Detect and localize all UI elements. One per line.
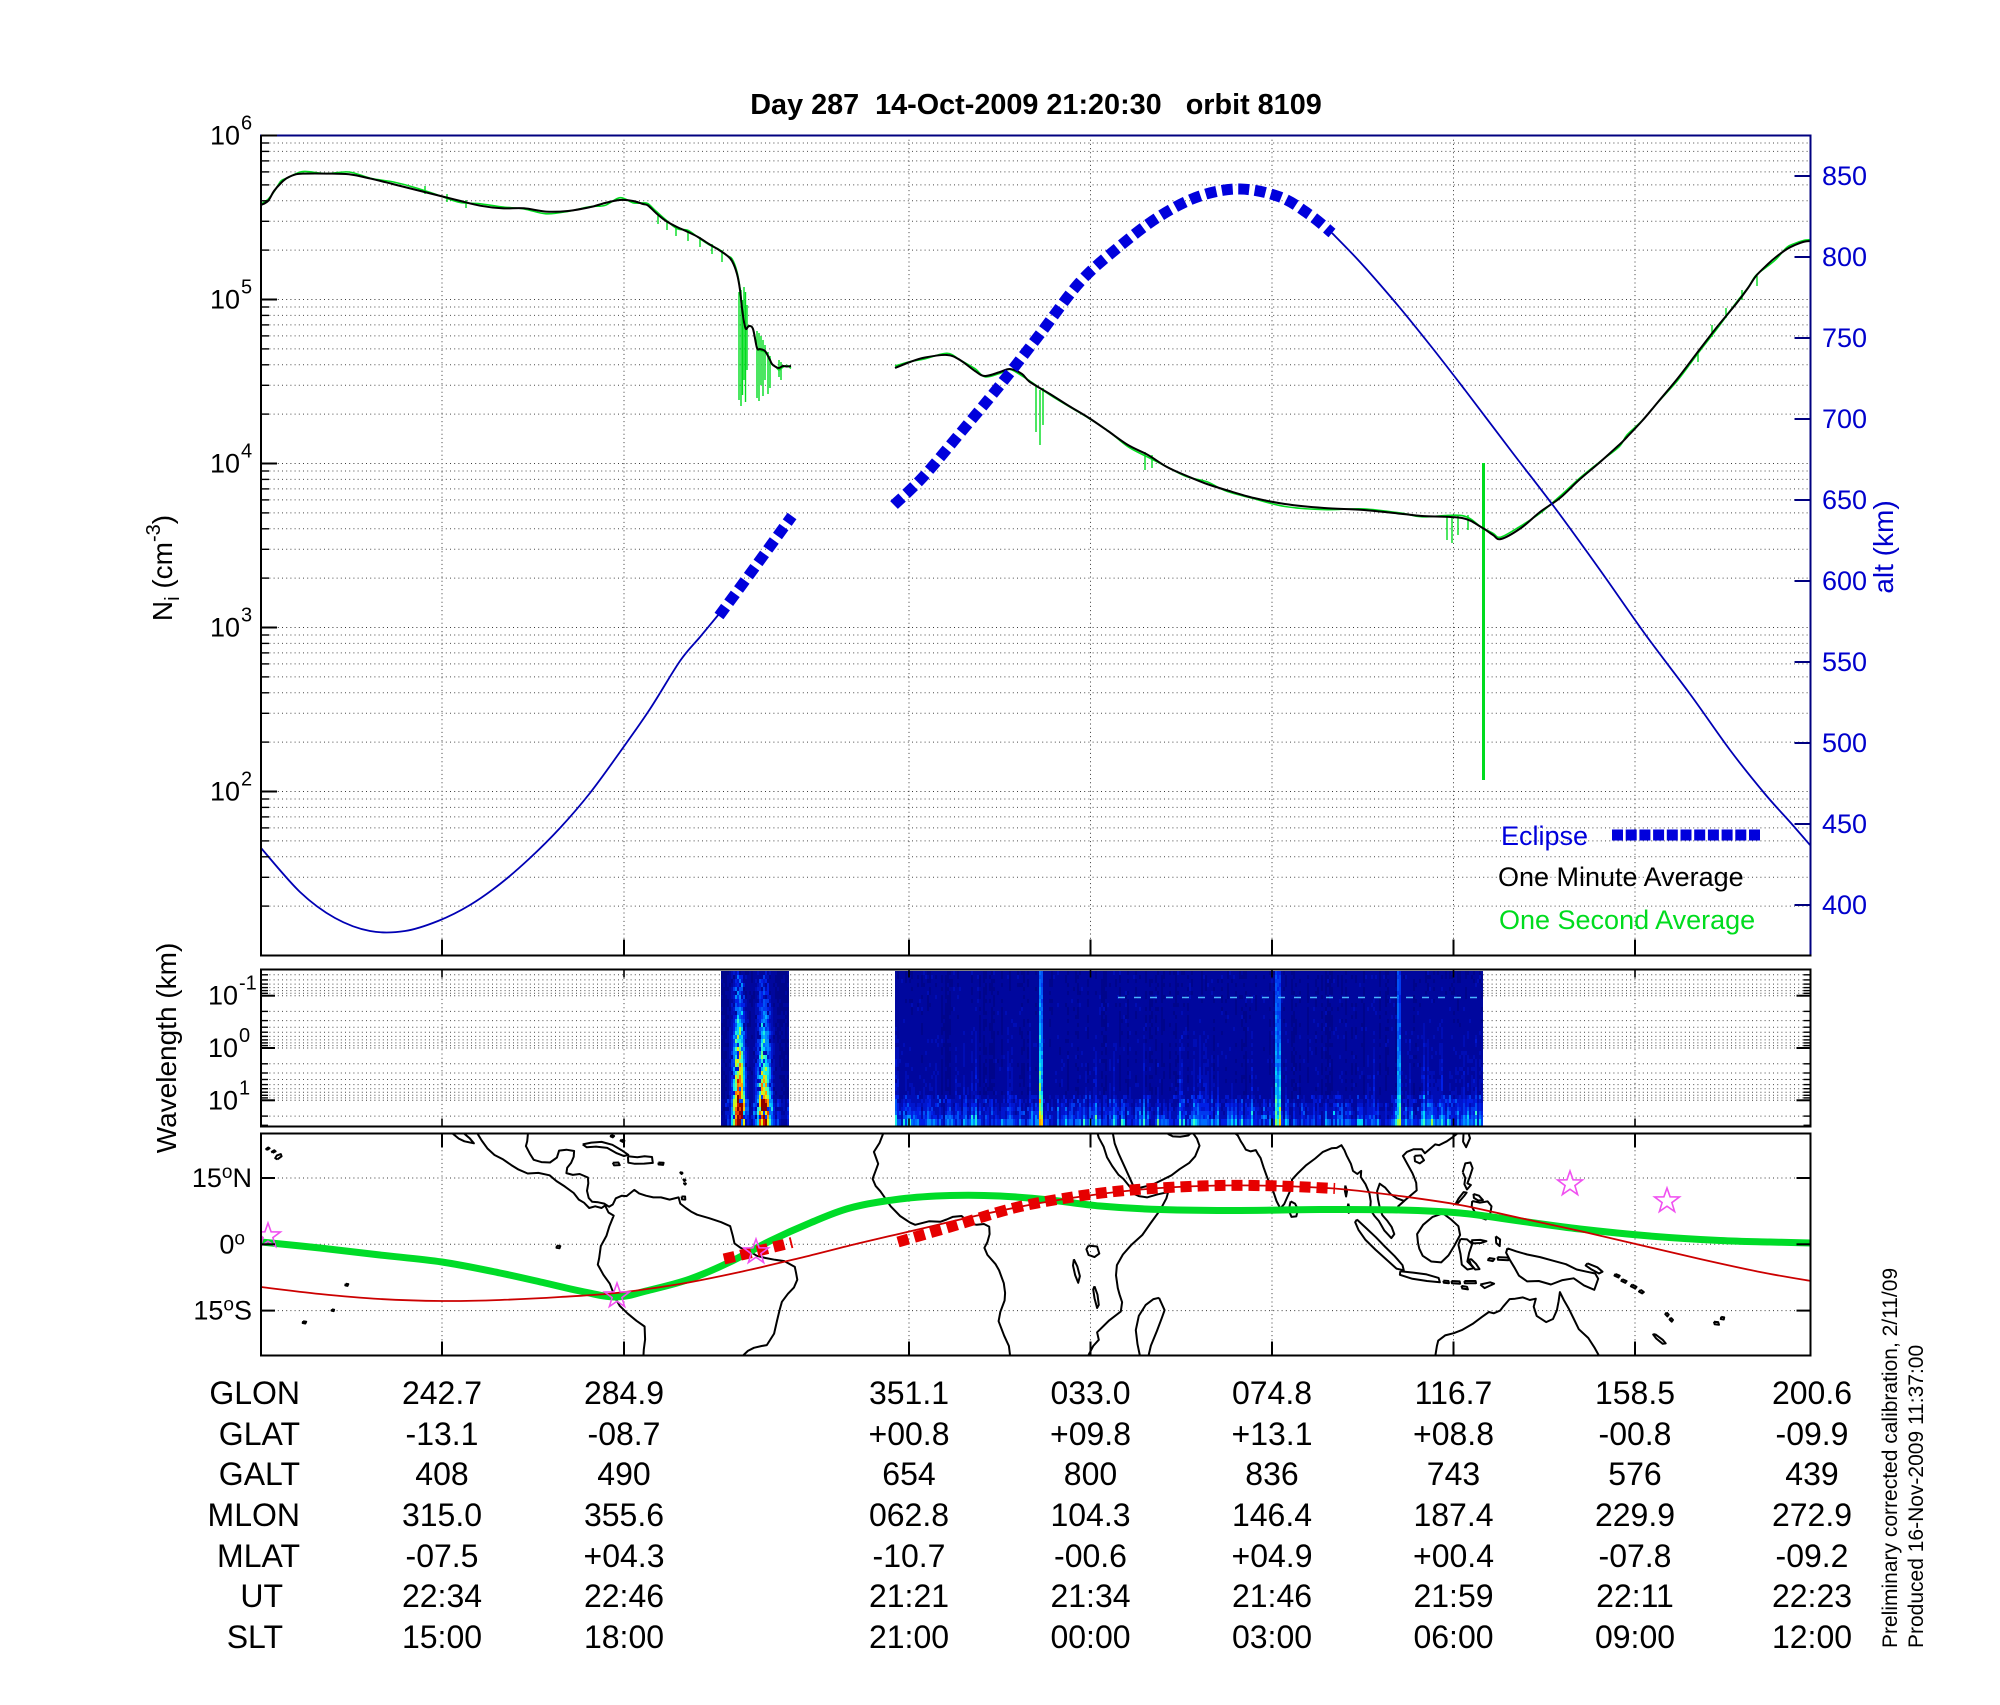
svg-text:158.5: 158.5 [1595,1375,1675,1411]
svg-text:10: 10 [210,449,240,479]
svg-text:600: 600 [1822,566,1867,596]
svg-text:074.8: 074.8 [1232,1375,1312,1411]
svg-text:SLT: SLT [227,1619,283,1655]
svg-text:10: 10 [210,613,240,643]
svg-text:22:23: 22:23 [1772,1578,1852,1614]
svg-text:09:00: 09:00 [1595,1619,1675,1655]
svg-text:200.6: 200.6 [1772,1375,1852,1411]
svg-text:22:11: 22:11 [1596,1578,1674,1614]
svg-text:187.4: 187.4 [1413,1497,1493,1533]
svg-text:GLON: GLON [209,1375,300,1411]
svg-text:Preliminary corrected calibrat: Preliminary corrected calibration, 2/11/… [1879,1268,1902,1648]
svg-text:+04.3: +04.3 [584,1538,665,1574]
svg-text:Day 287 14-Oct-2009 21:20:30: Day 287 14-Oct-2009 21:20:30 orbit 8109 [750,89,1321,121]
svg-text:490: 490 [597,1456,650,1492]
svg-text:4: 4 [241,441,252,463]
svg-text:-09.2: -09.2 [1776,1538,1849,1574]
svg-text:450: 450 [1822,809,1867,839]
svg-text:1: 1 [239,1077,250,1099]
svg-text:229.9: 229.9 [1595,1497,1675,1533]
svg-text:654: 654 [882,1456,935,1492]
svg-text:GLAT: GLAT [219,1416,300,1452]
svg-text:UT: UT [240,1578,283,1614]
svg-text:-1: -1 [239,973,257,995]
svg-text:+00.4: +00.4 [1413,1538,1494,1574]
svg-text:One Second Average: One Second Average [1499,905,1755,935]
svg-text:-07.5: -07.5 [406,1538,479,1574]
svg-text:5: 5 [241,277,252,299]
svg-text:10: 10 [208,981,238,1011]
svg-text:6: 6 [241,113,252,135]
svg-text:18:00: 18:00 [584,1619,664,1655]
svg-text:500: 500 [1822,728,1867,758]
svg-text:06:00: 06:00 [1413,1619,1493,1655]
svg-text:146.4: 146.4 [1232,1497,1312,1533]
svg-text:21:59: 21:59 [1413,1578,1493,1614]
svg-text:21:00: 21:00 [869,1619,949,1655]
svg-text:-09.9: -09.9 [1776,1416,1849,1452]
svg-text:+09.8: +09.8 [1050,1416,1131,1452]
svg-text:10: 10 [208,1033,238,1063]
svg-text:400: 400 [1822,890,1867,920]
svg-text:0: 0 [239,1025,250,1047]
svg-text:10: 10 [210,285,240,315]
svg-text:03:00: 03:00 [1232,1619,1312,1655]
svg-text:-08.7: -08.7 [588,1416,661,1452]
svg-text:+13.1: +13.1 [1232,1416,1313,1452]
svg-text:351.1: 351.1 [869,1375,949,1411]
svg-text:One Minute Average: One Minute Average [1498,862,1744,892]
svg-text:-07.8: -07.8 [1599,1538,1672,1574]
svg-text:15oS: 15oS [193,1295,252,1326]
svg-text:116.7: 116.7 [1415,1375,1493,1411]
svg-text:21:34: 21:34 [1050,1578,1130,1614]
svg-text:-10.7: -10.7 [873,1538,946,1574]
svg-text:+04.9: +04.9 [1232,1538,1313,1574]
svg-text:Ni (cm-3): Ni (cm-3) [143,515,184,621]
svg-text:650: 650 [1822,485,1867,515]
svg-text:00:00: 00:00 [1050,1619,1130,1655]
svg-text:800: 800 [1064,1456,1117,1492]
svg-text:408: 408 [415,1456,468,1492]
svg-text:Produced 16-Nov-2009 11:37:00: Produced 16-Nov-2009 11:37:00 [1905,1345,1928,1648]
svg-text:700: 700 [1822,404,1867,434]
svg-text:800: 800 [1822,242,1867,272]
svg-text:+08.8: +08.8 [1413,1416,1494,1452]
svg-text:12:00: 12:00 [1772,1619,1852,1655]
svg-text:315.0: 315.0 [402,1497,482,1533]
svg-text:alt (km): alt (km) [1868,500,1899,593]
svg-text:GALT: GALT [219,1456,300,1492]
svg-text:242.7: 242.7 [402,1375,482,1411]
svg-text:750: 750 [1822,323,1867,353]
svg-text:22:34: 22:34 [402,1578,482,1614]
svg-text:MLAT: MLAT [217,1538,300,1574]
svg-text:743: 743 [1427,1456,1480,1492]
svg-text:355.6: 355.6 [584,1497,664,1533]
svg-text:272.9: 272.9 [1772,1497,1852,1533]
svg-text:21:21: 21:21 [869,1578,949,1614]
svg-text:550: 550 [1822,647,1867,677]
svg-text:MLON: MLON [208,1497,300,1533]
svg-text:10: 10 [210,777,240,807]
svg-text:284.9: 284.9 [584,1375,664,1411]
svg-text:Wavelength (km): Wavelength (km) [151,943,182,1154]
svg-text:576: 576 [1608,1456,1661,1492]
svg-text:21:46: 21:46 [1232,1578,1312,1614]
svg-text:2: 2 [241,769,252,791]
svg-text:+00.8: +00.8 [869,1416,950,1452]
svg-text:033.0: 033.0 [1050,1375,1130,1411]
svg-text:-13.1: -13.1 [406,1416,479,1452]
svg-text:439: 439 [1785,1456,1838,1492]
svg-text:10: 10 [208,1085,238,1115]
svg-text:3: 3 [241,605,252,627]
svg-text:850: 850 [1822,161,1867,191]
svg-text:Eclipse: Eclipse [1501,821,1588,851]
svg-text:15:00: 15:00 [402,1619,482,1655]
svg-text:22:46: 22:46 [584,1578,664,1614]
svg-text:-00.8: -00.8 [1599,1416,1672,1452]
svg-text:836: 836 [1245,1456,1298,1492]
svg-text:062.8: 062.8 [869,1497,949,1533]
svg-text:-00.6: -00.6 [1054,1538,1127,1574]
svg-text:10: 10 [210,121,240,151]
svg-text:104.3: 104.3 [1050,1497,1130,1533]
